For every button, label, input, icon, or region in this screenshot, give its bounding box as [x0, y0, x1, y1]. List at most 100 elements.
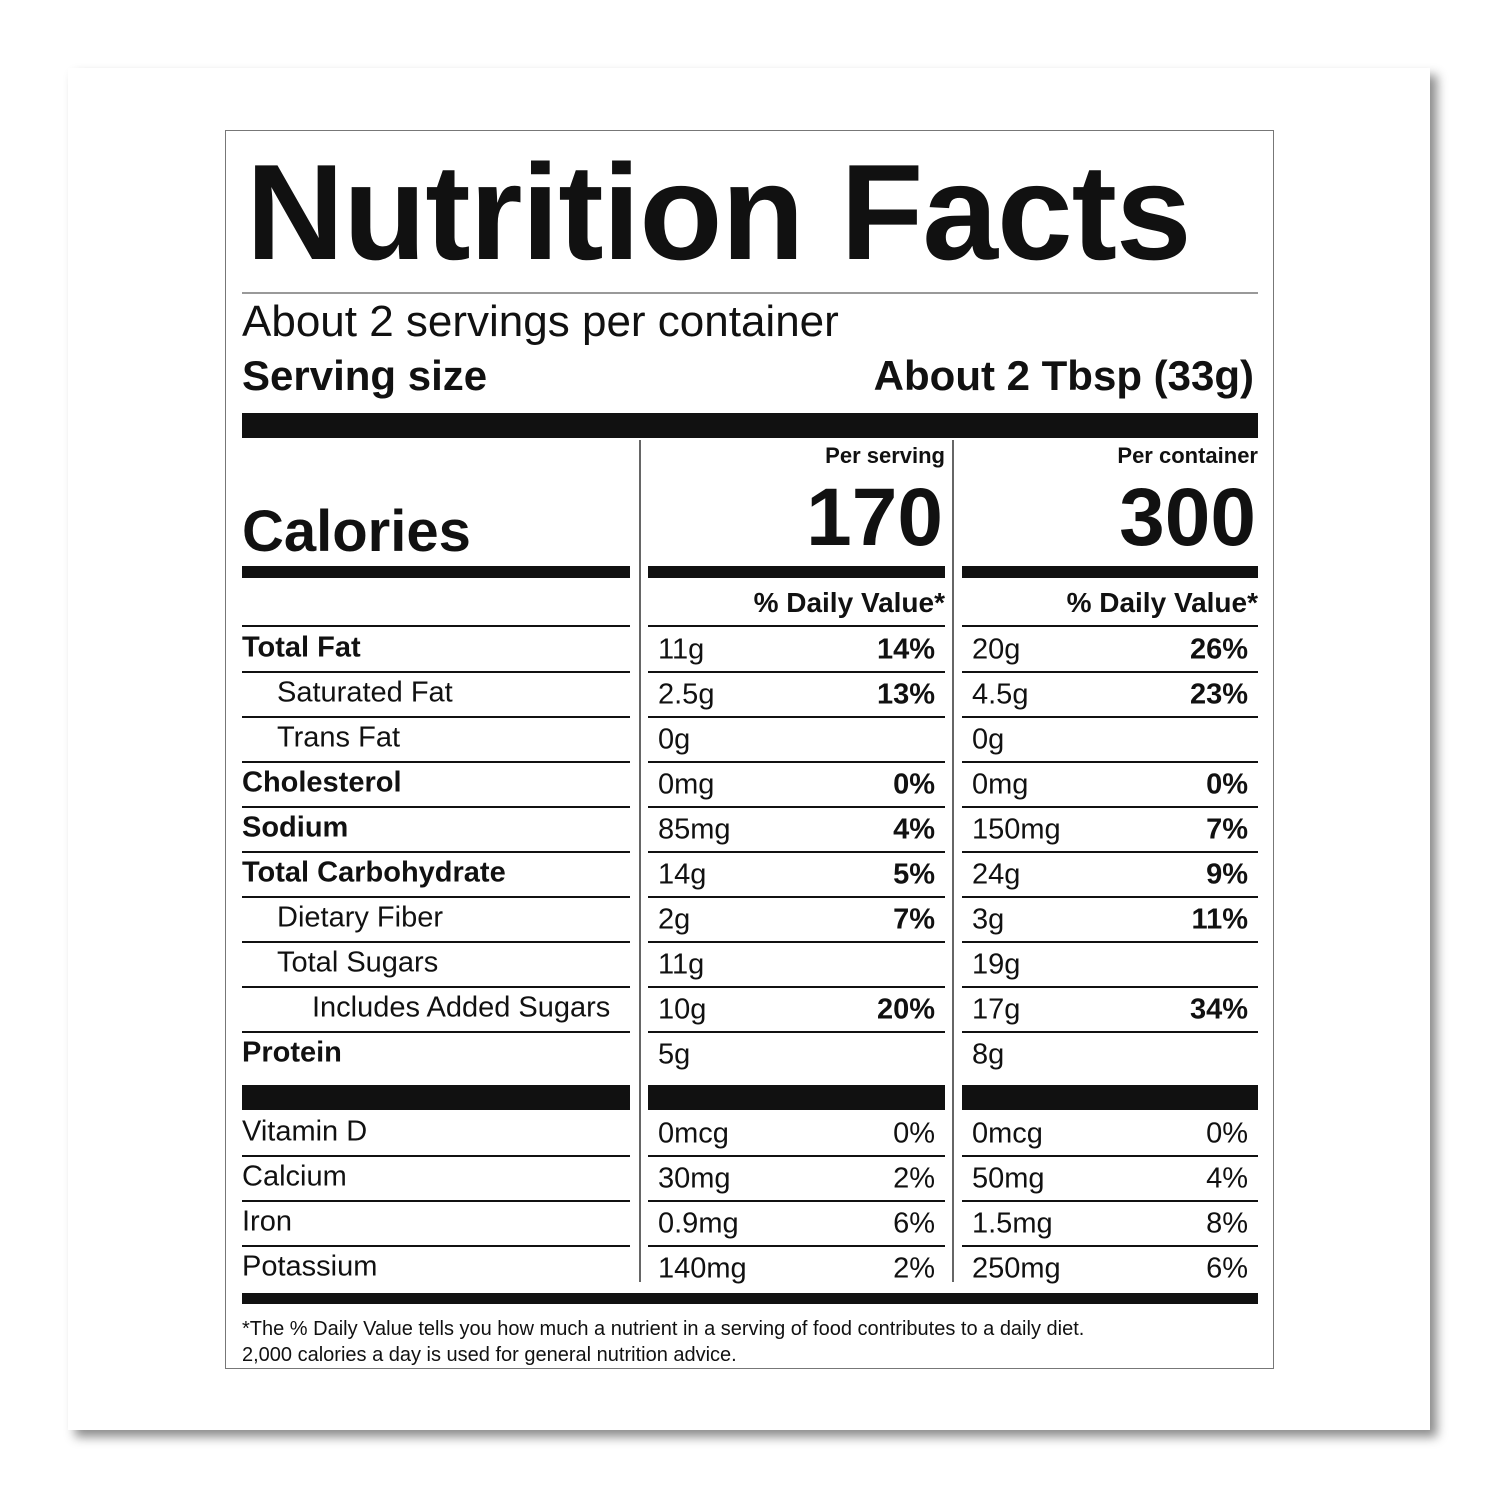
- daily-value: 23%: [1189, 678, 1248, 711]
- daily-value: 5%: [893, 858, 935, 891]
- daily-value: 13%: [876, 678, 935, 711]
- rule: [242, 1245, 630, 1247]
- amount: 5g: [658, 1038, 691, 1071]
- amount: 85mg: [658, 813, 731, 846]
- amount: 0.9mg: [658, 1207, 739, 1240]
- daily-value: 6%: [893, 1207, 935, 1240]
- amount: 140mg: [658, 1252, 747, 1285]
- daily-value: 11%: [1191, 903, 1248, 936]
- daily-value: 0%: [1206, 1117, 1248, 1150]
- rule: [962, 761, 1258, 763]
- rule: [242, 986, 630, 988]
- dv-header: % Daily Value*: [753, 587, 945, 618]
- rule: [648, 806, 945, 808]
- rule: [242, 806, 630, 808]
- nutrient-name: Protein: [242, 1036, 342, 1069]
- amount: 0g: [972, 723, 1005, 756]
- rule: [648, 1245, 945, 1247]
- amount: 30mg: [658, 1162, 731, 1195]
- calories-bar: [962, 566, 1258, 578]
- rule: [648, 1031, 945, 1033]
- rule: [648, 761, 945, 763]
- daily-value: 7%: [893, 903, 935, 936]
- daily-value: 26%: [1189, 633, 1248, 666]
- rule: [648, 1200, 945, 1202]
- column-header: Per container: [1117, 443, 1258, 468]
- daily-value: 14%: [876, 633, 935, 666]
- daily-value: 8%: [1206, 1207, 1248, 1240]
- amount: 8g: [972, 1038, 1005, 1071]
- calories-bar: [242, 566, 630, 578]
- daily-value: 4%: [1206, 1162, 1248, 1195]
- thick-bar: [962, 1085, 1258, 1110]
- amount: 11g: [658, 633, 705, 666]
- rule: [648, 986, 945, 988]
- label-box: [225, 130, 1274, 1369]
- amount: 17g: [972, 993, 1021, 1026]
- column-divider: [639, 440, 641, 1282]
- daily-value: 9%: [1206, 858, 1248, 891]
- serving-size: About 2 Tbsp (33g): [873, 352, 1254, 399]
- nutrient-name: Saturated Fat: [277, 676, 453, 709]
- rule: [648, 941, 945, 943]
- rule: [242, 761, 630, 763]
- daily-value: 20%: [876, 993, 935, 1026]
- rule: [242, 625, 630, 627]
- rule: [242, 716, 630, 718]
- daily-value: 4%: [893, 813, 935, 846]
- amount: 0mcg: [658, 1117, 729, 1150]
- calories-label: Calories: [242, 499, 471, 564]
- rule: [242, 1155, 630, 1157]
- rule: [962, 625, 1258, 627]
- amount: 24g: [972, 858, 1021, 891]
- rule: [962, 1155, 1258, 1157]
- rule: [242, 851, 630, 853]
- rule: [962, 1200, 1258, 1202]
- amount: 0mg: [972, 768, 1029, 801]
- rule: [962, 671, 1258, 673]
- calories-bar: [648, 566, 945, 578]
- calories-value: 300: [1119, 472, 1256, 563]
- dv-header: % Daily Value*: [1066, 587, 1258, 618]
- amount: 4.5g: [972, 678, 1029, 711]
- amount: 2.5g: [658, 678, 715, 711]
- rule: [242, 1200, 630, 1202]
- amount: 11g: [658, 948, 705, 981]
- rule: [962, 941, 1258, 943]
- thick-bar: [242, 1293, 1258, 1304]
- daily-value: 34%: [1189, 993, 1248, 1026]
- rule: [962, 806, 1258, 808]
- rule: [242, 896, 630, 898]
- footnote: *The % Daily Value tells you how much a …: [242, 1318, 1085, 1340]
- rule: [648, 851, 945, 853]
- amount: 19g: [972, 948, 1021, 981]
- title: Nutrition Facts: [246, 136, 1192, 288]
- daily-value: 0%: [893, 1117, 935, 1150]
- amount: 0g: [658, 723, 691, 756]
- amount: 10g: [658, 993, 707, 1026]
- rule: [242, 1031, 630, 1033]
- nutrient-name: Total Carbohydrate: [242, 856, 506, 889]
- amount: 3g: [972, 903, 1005, 936]
- amount: 0mg: [658, 768, 715, 801]
- calories-value: 170: [806, 472, 943, 563]
- rule: [242, 671, 630, 673]
- amount: 150mg: [972, 813, 1061, 846]
- daily-value: 2%: [893, 1162, 935, 1195]
- rule: [648, 896, 945, 898]
- daily-value: 0%: [1206, 768, 1248, 801]
- rule: [648, 625, 945, 627]
- nutrient-name: Iron: [242, 1205, 292, 1238]
- serving-size-label: Serving size: [242, 352, 488, 399]
- daily-value: 2%: [893, 1252, 935, 1285]
- amount: 1.5mg: [972, 1207, 1053, 1240]
- rule: [242, 941, 630, 943]
- rule: [648, 1155, 945, 1157]
- thick-bar: [242, 1085, 630, 1110]
- daily-value: 0%: [893, 768, 935, 801]
- thick-bar: [648, 1085, 945, 1110]
- amount: 50mg: [972, 1162, 1045, 1195]
- daily-value: 6%: [1206, 1252, 1248, 1285]
- amount: 250mg: [972, 1252, 1061, 1285]
